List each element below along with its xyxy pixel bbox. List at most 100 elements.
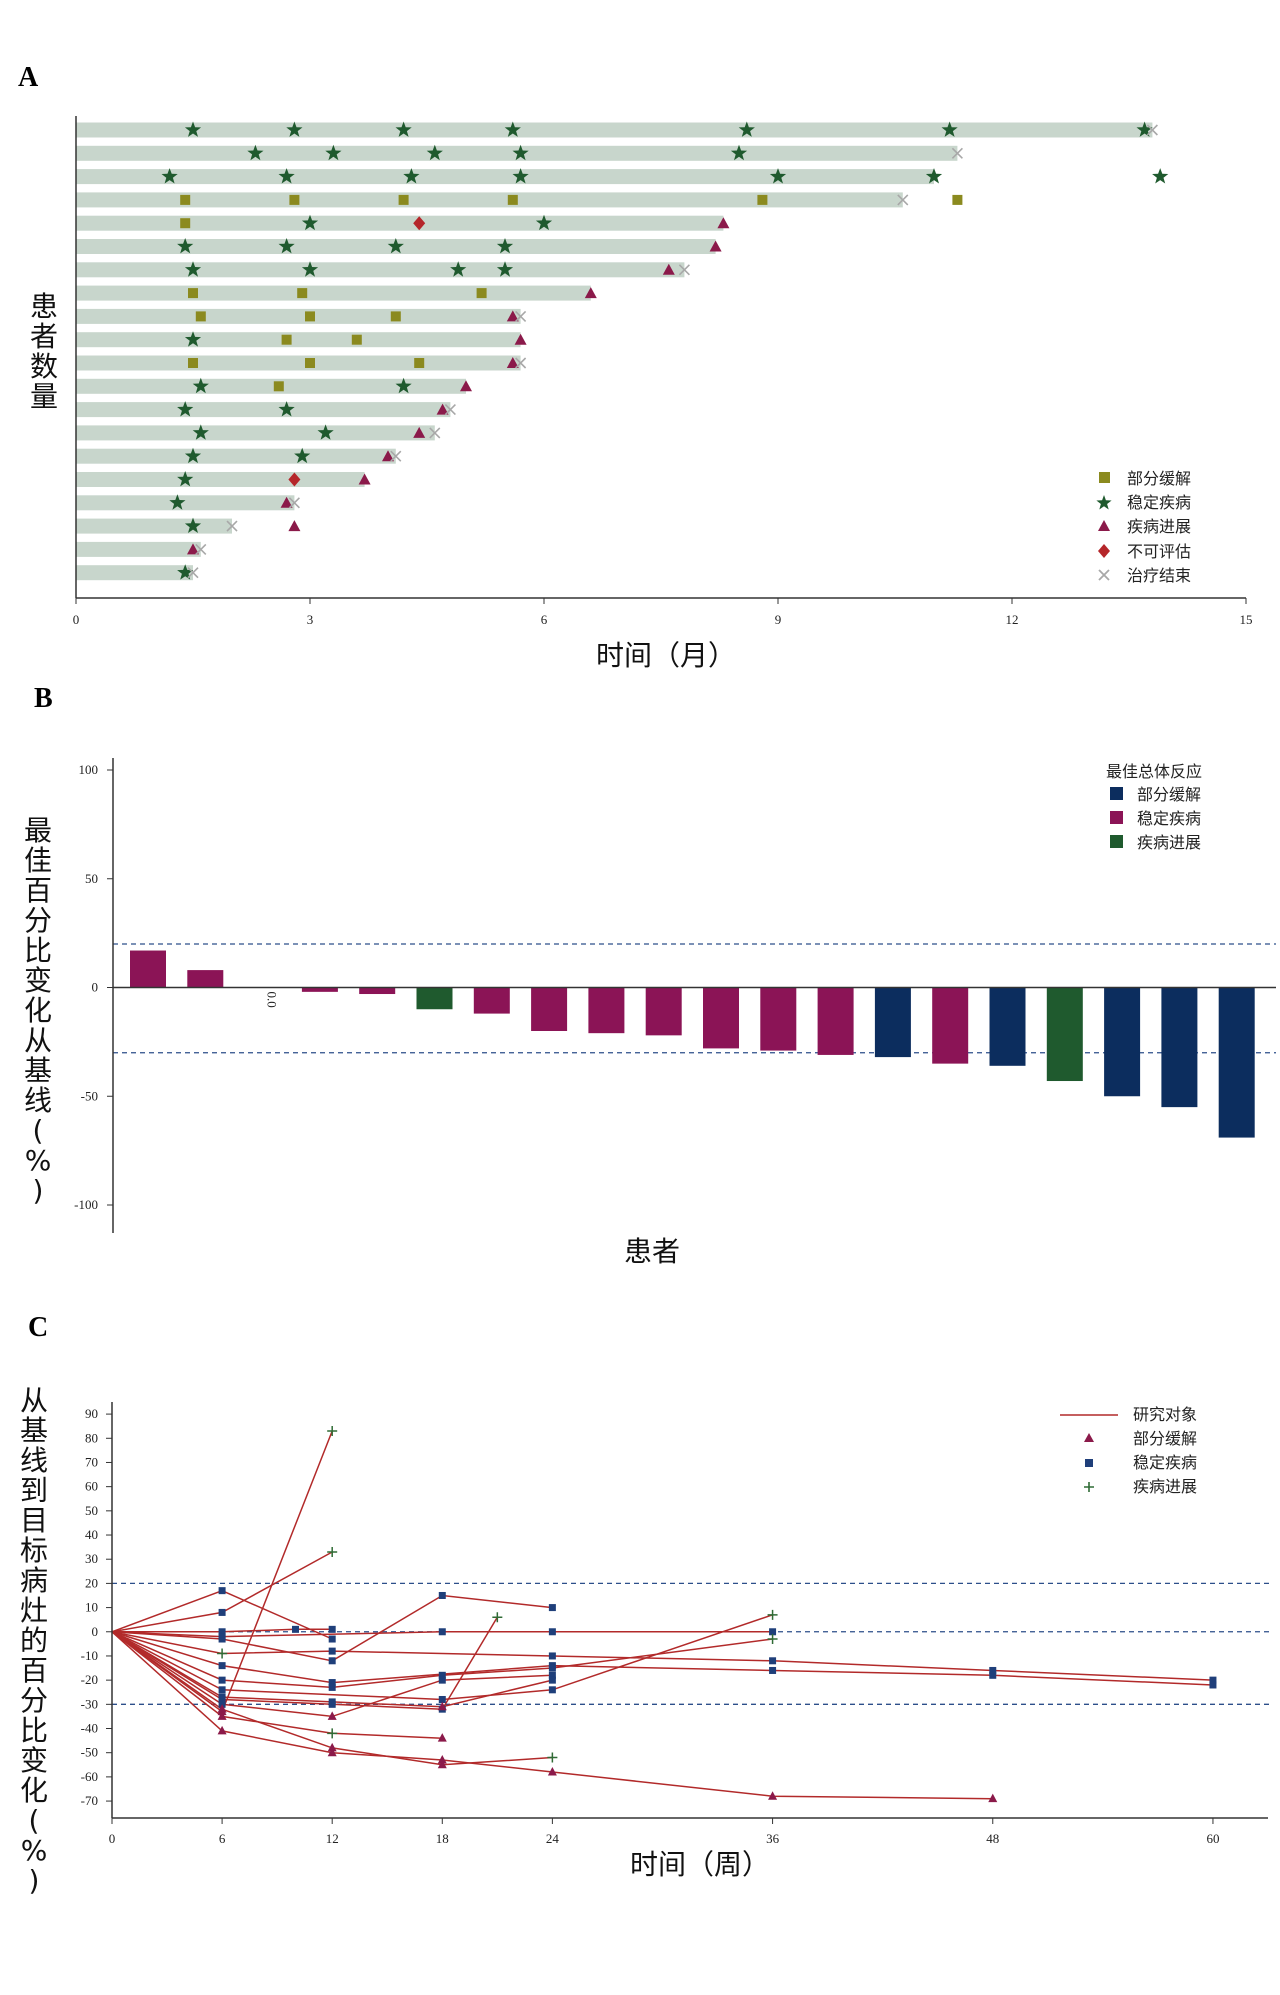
marker-pd — [288, 520, 301, 532]
marker-pr — [289, 194, 300, 205]
marker-sd — [512, 144, 529, 161]
marker-sd — [301, 214, 319, 231]
marker-pr — [217, 1725, 227, 1735]
marker-sd — [535, 214, 553, 231]
swimmer-bar — [76, 355, 521, 371]
waterfall-bar — [187, 970, 224, 988]
marker-ne — [413, 216, 426, 231]
swimmer-bar — [76, 425, 435, 441]
a-x-ticks: 0 3 6 9 12 15 — [73, 598, 1253, 627]
waterfall-bar — [588, 987, 625, 1034]
b-legend: 最佳总体反应 部分缓解 稳定疾病 疾病进展 — [1106, 762, 1202, 852]
marker-pr — [507, 194, 518, 205]
swimmer-bars — [76, 122, 1153, 581]
x-tick-label: 3 — [307, 612, 314, 627]
marker-sd — [218, 1662, 226, 1670]
x-tick-label: 60 — [1206, 1831, 1219, 1846]
marker-sd — [328, 1679, 336, 1687]
marker-pr — [188, 288, 198, 299]
swimmer-bar — [76, 472, 365, 487]
swimmer-bar — [76, 378, 466, 394]
marker-pr — [217, 1704, 227, 1713]
y-tick-label: 0 — [92, 1624, 99, 1639]
marker-sd — [218, 1587, 226, 1595]
marker-pr — [398, 194, 409, 205]
subject-line — [111, 1631, 1214, 1681]
marker-pr — [414, 358, 425, 368]
y-tick-label: 10 — [85, 1600, 98, 1615]
x-tick-label: 6 — [541, 612, 548, 627]
a-y-title: 患者数量 — [30, 290, 58, 413]
svg-text:稳定疾病: 稳定疾病 — [1133, 1453, 1197, 1472]
marker-end — [1146, 124, 1158, 136]
swimmer-bar — [76, 402, 451, 418]
marker-sd — [438, 1695, 446, 1703]
marker-sd — [989, 1666, 997, 1674]
marker-sd — [769, 1657, 777, 1665]
x-tick-label: 6 — [219, 1831, 226, 1846]
x-tick-label: 36 — [766, 1831, 780, 1846]
marker-pd — [460, 380, 472, 392]
marker-pr — [952, 194, 963, 205]
waterfall-bar — [932, 987, 969, 1064]
marker-sd — [989, 1671, 997, 1679]
b-reference-lines — [113, 943, 1276, 1054]
y-tick-label: 80 — [85, 1430, 98, 1445]
marker-end — [515, 357, 527, 369]
legend-pd: 疾病进展 — [1084, 1477, 1197, 1496]
marker-sd — [184, 261, 202, 277]
marker-pr — [281, 334, 292, 345]
waterfall-bar — [1218, 987, 1255, 1138]
marker-pd — [187, 543, 199, 555]
marker-pr — [188, 358, 198, 368]
marker-pd — [547, 1752, 558, 1763]
marker-pd — [767, 1609, 778, 1620]
marker-sd — [184, 447, 202, 464]
c-x-title: 时间（周） — [630, 1848, 770, 1881]
marker-sd — [387, 238, 404, 254]
swimmer-bar — [76, 192, 903, 208]
y-tick-label: 50 — [85, 871, 98, 886]
y-tick-label: 60 — [85, 1479, 98, 1494]
marker-pd — [662, 263, 675, 275]
x-tick-label: 12 — [326, 1831, 339, 1846]
marker-pd — [584, 287, 597, 299]
swimmer-bar — [76, 565, 193, 581]
x-tick-label: 0 — [109, 1831, 116, 1846]
marker-sd — [328, 1657, 336, 1665]
subject-line — [111, 1614, 773, 1701]
marker-pr — [437, 1754, 447, 1764]
x-tick-label: 0 — [73, 612, 80, 627]
c-ticks: 9080706050403020100-10-20-30-40-50-60-70… — [81, 1406, 1220, 1846]
marker-sd — [504, 121, 521, 137]
waterfall-bar — [359, 987, 396, 995]
swimmer-bar — [76, 122, 1153, 138]
marker-sd — [548, 1671, 556, 1679]
marker-sd — [548, 1628, 556, 1636]
marker-sd — [548, 1604, 556, 1612]
y-tick-label: -30 — [81, 1696, 98, 1711]
svg-text:部分缓解: 部分缓解 — [1137, 785, 1201, 804]
waterfall-bar — [874, 987, 911, 1058]
b-y-title: 最佳百分比变化从基线(%) — [24, 814, 52, 1207]
c-reference-lines — [112, 1582, 1272, 1705]
marker-sd — [1209, 1676, 1217, 1684]
y-tick-label: 70 — [85, 1454, 98, 1469]
marker-pr — [297, 288, 308, 299]
legend-pd: 疾病进展 — [1110, 833, 1201, 852]
marker-end — [515, 310, 527, 322]
swimmer-bar — [76, 262, 685, 278]
marker-sd — [291, 1625, 299, 1633]
legend-sd: 稳定疾病 — [1085, 1453, 1197, 1472]
svg-text:疾病进展: 疾病进展 — [1127, 517, 1191, 536]
marker-pr — [547, 1767, 557, 1776]
y-tick-label: -60 — [81, 1769, 98, 1784]
waterfall-bar — [760, 987, 797, 1051]
marker-pd — [382, 450, 394, 462]
marker-sd — [438, 1628, 446, 1636]
marker-pd — [492, 1612, 503, 1623]
marker-sd — [328, 1625, 336, 1633]
waterfall-chart: 100 50 0 -50 -100 0.0 最佳百分比变化从基线(%) 患者 最佳总体反… — [24, 758, 1276, 1268]
b-y-ticks: 100 50 0 -50 -100 — [74, 762, 113, 1212]
